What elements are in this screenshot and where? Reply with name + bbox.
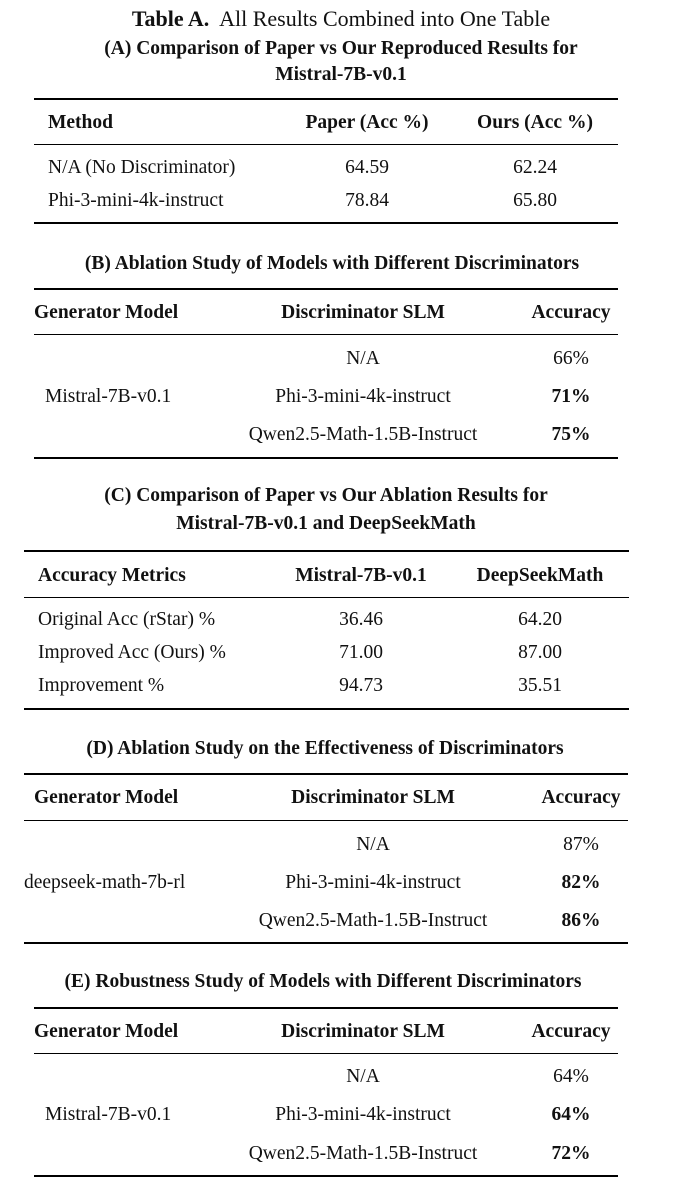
section-c-title-line2: Mistral-7B-v0.1 and DeepSeekMath	[176, 513, 476, 534]
section-b-bottom-rule	[34, 457, 618, 459]
section-e-generator: Mistral-7B-v0.1	[45, 1104, 172, 1125]
section-b-header-discriminator: Discriminator SLM	[281, 302, 445, 323]
section-d-header-accuracy: Accuracy	[541, 787, 621, 808]
section-e-row2-accuracy: 64%	[551, 1104, 591, 1125]
section-e-header-discriminator: Discriminator SLM	[281, 1021, 445, 1042]
section-c-row2-metric: Improved Acc (Ours) %	[38, 642, 226, 663]
section-d-row1-discriminator: N/A	[356, 834, 390, 855]
section-c-row2-mistral: 71.00	[339, 642, 383, 663]
section-c-header-mistral: Mistral-7B-v0.1	[295, 565, 427, 586]
section-d-title: (D) Ablation Study on the Effectiveness …	[86, 738, 564, 759]
section-a-row2-paper: 78.84	[345, 190, 389, 211]
section-d-row2-accuracy: 82%	[561, 872, 601, 893]
section-b-row2-discriminator: Phi-3-mini-4k-instruct	[275, 386, 451, 407]
section-a-row2-method: Phi-3-mini-4k-instruct	[48, 190, 224, 211]
section-a-top-rule	[34, 98, 618, 100]
section-e-row1-accuracy: 64%	[553, 1066, 589, 1087]
section-b-row2-accuracy: 71%	[551, 386, 591, 407]
section-b-header-generator: Generator Model	[34, 302, 179, 323]
section-e-bottom-rule	[34, 1175, 618, 1177]
section-a-row1-ours: 62.24	[513, 157, 557, 178]
section-d-header-generator: Generator Model	[34, 787, 179, 808]
section-d-top-rule	[24, 773, 628, 775]
section-c-header-metrics: Accuracy Metrics	[38, 565, 186, 586]
section-e-top-rule	[34, 1007, 618, 1009]
section-b-top-rule	[34, 288, 618, 290]
section-c-row3-deepseek: 35.51	[518, 675, 562, 696]
section-c-row1-metric: Original Acc (rStar) %	[38, 609, 216, 630]
section-a-row1-paper: 64.59	[345, 157, 389, 178]
section-d-row1-accuracy: 87%	[563, 834, 599, 855]
section-d-mid-rule	[24, 820, 628, 821]
section-b-row3-discriminator: Qwen2.5-Math-1.5B-Instruct	[248, 424, 478, 445]
section-c-top-rule	[24, 550, 629, 552]
section-a-title-line2: Mistral-7B-v0.1	[275, 64, 407, 85]
section-d-bottom-rule	[24, 942, 628, 944]
section-d-row3-discriminator: Qwen2.5-Math-1.5B-Instruct	[258, 910, 488, 931]
section-d-row2-discriminator: Phi-3-mini-4k-instruct	[285, 872, 461, 893]
section-c-row2-deepseek: 87.00	[518, 642, 562, 663]
section-a-row1-method: N/A (No Discriminator)	[48, 157, 236, 178]
section-e-row3-discriminator: Qwen2.5-Math-1.5B-Instruct	[248, 1143, 478, 1164]
section-c-row3-mistral: 94.73	[339, 675, 383, 696]
table-caption: All Results Combined into One Table	[219, 6, 551, 31]
section-a-mid-rule	[34, 144, 618, 145]
section-d-row3-accuracy: 86%	[561, 910, 601, 931]
section-b-header-accuracy: Accuracy	[531, 302, 611, 323]
section-a-title-line1: (A) Comparison of Paper vs Our Reproduce…	[104, 38, 578, 59]
section-a-bottom-rule	[34, 222, 618, 224]
section-b-generator: Mistral-7B-v0.1	[45, 386, 172, 407]
section-c-row1-deepseek: 64.20	[518, 609, 562, 630]
section-e-row1-discriminator: N/A	[346, 1066, 380, 1087]
section-c-title-line1: (C) Comparison of Paper vs Our Ablation …	[104, 485, 548, 506]
table-title: Table A. All Results Combined into One T…	[0, 6, 682, 32]
section-e-row3-accuracy: 72%	[551, 1143, 591, 1164]
section-b-row1-accuracy: 66%	[553, 348, 589, 369]
section-d-generator: deepseek-math-7b-rl	[24, 872, 186, 893]
section-b-title: (B) Ablation Study of Models with Differ…	[84, 253, 580, 274]
section-e-row2-discriminator: Phi-3-mini-4k-instruct	[275, 1104, 451, 1125]
section-a-header-paper: Paper (Acc %)	[305, 112, 429, 133]
section-b-mid-rule	[34, 334, 618, 335]
section-e-header-generator: Generator Model	[34, 1021, 179, 1042]
section-e-header-accuracy: Accuracy	[531, 1021, 611, 1042]
section-e-title: (E) Robustness Study of Models with Diff…	[64, 971, 582, 992]
section-a-header-ours: Ours (Acc %)	[477, 112, 593, 133]
section-c-bottom-rule	[24, 708, 629, 710]
section-c-row1-mistral: 36.46	[339, 609, 383, 630]
section-a-header-method: Method	[48, 112, 113, 133]
section-c-mid-rule	[24, 597, 629, 598]
section-c-row3-metric: Improvement %	[38, 675, 165, 696]
section-c-header-deepseek: DeepSeekMath	[476, 565, 604, 586]
section-d-header-discriminator: Discriminator SLM	[291, 787, 455, 808]
section-e-mid-rule	[34, 1053, 618, 1054]
section-b-row3-accuracy: 75%	[551, 424, 591, 445]
section-b-row1-discriminator: N/A	[346, 348, 380, 369]
section-a-row2-ours: 65.80	[513, 190, 557, 211]
table-label: Table A.	[131, 6, 210, 31]
